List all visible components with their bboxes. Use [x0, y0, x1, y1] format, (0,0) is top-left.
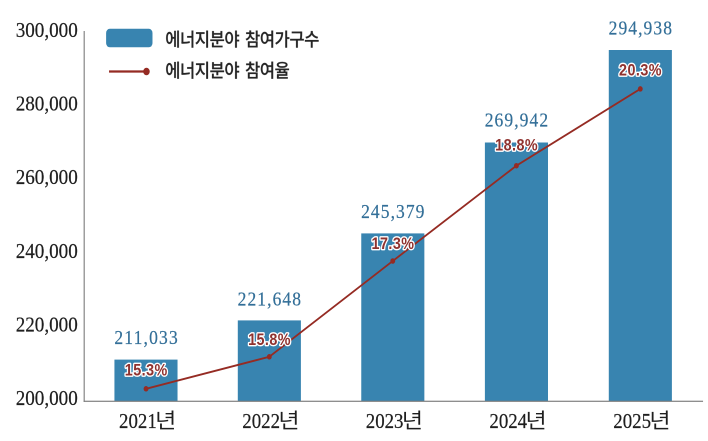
- svg-text:2025: 2025: [613, 410, 651, 433]
- svg-text:18.8%: 18.8%: [495, 137, 538, 155]
- svg-text:294,938: 294,938: [609, 17, 672, 39]
- svg-text:260,000: 260,000: [16, 166, 78, 189]
- svg-text:15.8%: 15.8%: [248, 331, 291, 349]
- svg-text:300,000: 300,000: [16, 19, 78, 42]
- svg-text:20.3%: 20.3%: [619, 62, 662, 80]
- svg-text:2022: 2022: [242, 410, 280, 433]
- svg-text:269,942: 269,942: [485, 110, 548, 132]
- svg-text:245,379: 245,379: [361, 201, 424, 223]
- svg-text:200,000: 200,000: [16, 387, 78, 410]
- svg-text:2021: 2021: [119, 410, 157, 433]
- svg-text:2023: 2023: [366, 410, 404, 433]
- svg-text:220,000: 220,000: [16, 313, 78, 336]
- svg-text:15.3%: 15.3%: [125, 362, 168, 380]
- svg-text:221,648: 221,648: [238, 288, 301, 310]
- svg-text:2024: 2024: [489, 410, 527, 433]
- svg-text:240,000: 240,000: [16, 240, 78, 263]
- svg-text:17.3%: 17.3%: [372, 235, 415, 253]
- svg-text:211,033: 211,033: [114, 327, 177, 349]
- svg-text:280,000: 280,000: [16, 93, 78, 116]
